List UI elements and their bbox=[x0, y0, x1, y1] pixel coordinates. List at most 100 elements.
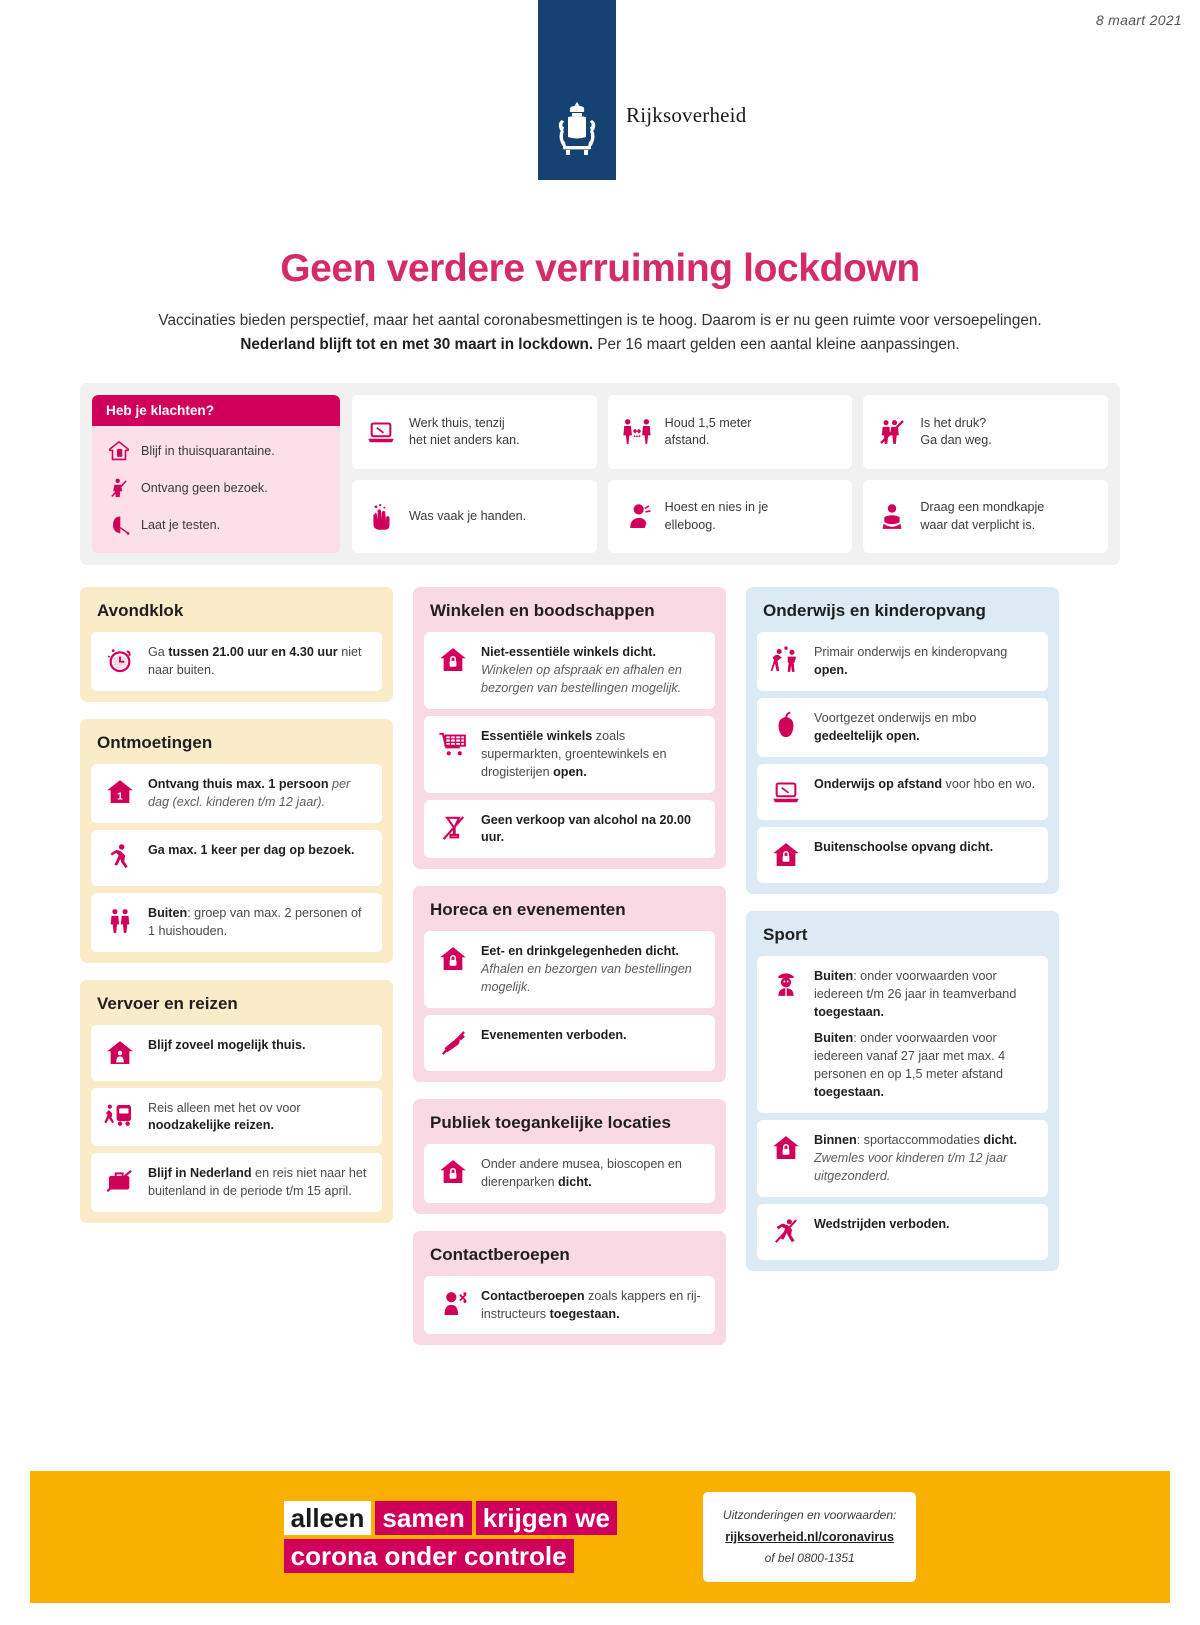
section-title-vervoer: Vervoer en reizen bbox=[97, 993, 238, 1013]
measure-item: Buitenschoolse opvang dicht. bbox=[757, 826, 1048, 883]
basic-rule-text: Houd 1,5 meter afstand. bbox=[664, 415, 752, 448]
house-quarantine-icon bbox=[106, 438, 132, 464]
section-title-sport: Sport bbox=[763, 924, 808, 944]
section-title-horeca: Horeca en evenementen bbox=[430, 900, 626, 920]
section-horeca: Horeca en evenementen Eet- en drinkgeleg… bbox=[413, 886, 726, 1082]
laptop-icon bbox=[769, 775, 803, 809]
measure-item: Ga tussen 21.00 uur en 4.30 uur niet naa… bbox=[91, 632, 382, 692]
shopping-cart-icon bbox=[436, 727, 470, 761]
subtitle-line-2-rest: Per 16 maart gelden een aantal kleine aa… bbox=[593, 336, 960, 354]
basic-rule-card: Draag een mondkapje waar dat verplicht is… bbox=[863, 479, 1108, 554]
measure-item: Voortgezet onderwijs en mbo gedeeltelijk… bbox=[757, 698, 1048, 757]
section-title-winkelen: Winkelen en boodschappen bbox=[430, 601, 655, 621]
locked-house-icon bbox=[436, 942, 470, 976]
basic-rule-card: Houd 1,5 meter afstand. bbox=[607, 395, 853, 469]
slogan-word: corona onder controle bbox=[283, 1539, 574, 1574]
measure-item-text: Voortgezet onderwijs en mbo gedeeltelijk… bbox=[814, 711, 977, 743]
basic-rule-card: Was vaak je handen. bbox=[352, 479, 597, 554]
measure-item-text: Buiten: groep van max. 2 personen of 1 h… bbox=[148, 905, 362, 938]
distance-15m-icon bbox=[620, 415, 654, 449]
slogan-row-2: corona onder controle bbox=[283, 1539, 574, 1574]
two-people-icon bbox=[103, 904, 137, 938]
measure-item: Wedstrijden verboden. bbox=[757, 1203, 1048, 1260]
measure-item: Reis alleen met het ov voor noodzakelijk… bbox=[91, 1087, 382, 1147]
symptoms-item: Ontvang geen bezoek. bbox=[102, 469, 330, 506]
basic-rule-text: Draag een mondkapje waar dat verplicht is… bbox=[920, 500, 1045, 532]
basic-rule-text: Hoest en nies in je elleboog. bbox=[664, 500, 769, 532]
items-horeca: Eet- en drinkgelegenheden dicht. Afhalen… bbox=[424, 931, 715, 1071]
column-right: Onderwijs en kinderopvang Primair onderw… bbox=[746, 587, 1059, 1271]
laptop-icon bbox=[364, 415, 398, 449]
measure-item: Onderwijs op afstand voor hbo en wo. bbox=[757, 763, 1048, 820]
walking-person-icon bbox=[103, 841, 137, 875]
section-vervoer: Vervoer en reizen Blijf zoveel mogelijk … bbox=[80, 979, 393, 1224]
dutch-coat-of-arms-icon bbox=[558, 102, 596, 155]
house-one-person-icon: 1 bbox=[103, 775, 137, 809]
exceptions-infobox: Uitzonderingen en voorwaarden: rijksover… bbox=[702, 1491, 917, 1583]
measure-item: Blijf in Nederland en reis niet naar het… bbox=[91, 1153, 382, 1213]
hairdresser-icon bbox=[436, 1287, 470, 1321]
section-sport: Sport Buiten: onder voorwaarden voor ied… bbox=[746, 910, 1059, 1271]
symptoms-item-label: Blijf in thuisquarantaine. bbox=[141, 443, 275, 458]
covid-test-swab-icon bbox=[106, 512, 132, 538]
campaign-footer: alleen samen krijgen we corona onder contr… bbox=[30, 1471, 1170, 1603]
measure-item: Onder andere musea, bioscopen en dierenp… bbox=[424, 1143, 715, 1203]
items-onderwijs: Primair onderwijs en kinderopvang open. V… bbox=[757, 632, 1048, 883]
basic-rule-text: Was vaak je handen. bbox=[409, 508, 527, 523]
basic-rule-card: Hoest en nies in je elleboog. bbox=[607, 479, 853, 554]
measure-item: Evenementen verboden. bbox=[424, 1014, 715, 1071]
rijksoverheid-logo-band bbox=[538, 0, 616, 180]
measure-item: Geen verkoop van alcohol na 20.00 uur. bbox=[424, 799, 715, 859]
face-mask-icon bbox=[875, 500, 909, 534]
measures-columns: Avondklok Ga tussen 21.00 uur en 4.30 uu… bbox=[80, 587, 1120, 1346]
page-header: 8 maart 2021 Rijksoverheid bbox=[0, 0, 1200, 185]
section-title-onderwijs: Onderwijs en kinderopvang bbox=[763, 601, 986, 621]
measure-item-text: Wedstrijden verboden. bbox=[814, 1216, 950, 1231]
public-transport-icon bbox=[103, 1099, 137, 1133]
symptoms-item-label: Ontvang geen bezoek. bbox=[141, 480, 268, 495]
measure-item-text: Buitenschoolse opvang dicht. bbox=[814, 839, 994, 854]
basic-rule-card: Werk thuis, tenzij het niet anders kan. bbox=[352, 395, 597, 469]
locked-house-icon bbox=[769, 838, 803, 872]
measure-item-text: Binnen: sportaccommodaties dicht. Zwemle… bbox=[814, 1132, 1017, 1183]
page-title: Geen verdere verruiming lockdown bbox=[280, 247, 920, 290]
basic-rule-card: Is het druk? Ga dan weg. bbox=[863, 395, 1108, 469]
page-subtitle: Vaccinaties bieden perspectief, maar het… bbox=[85, 309, 1115, 357]
infobox-label: Uitzonderingen en voorwaarden: bbox=[722, 1507, 897, 1522]
rijksoverheid-wordmark: Rijksoverheid bbox=[626, 103, 747, 127]
house-person-icon bbox=[103, 1036, 137, 1070]
items-sport: Buiten: onder voorwaarden voor iedereen … bbox=[757, 955, 1048, 1260]
subtitle-lockdown-bold: Nederland blijft tot en met 30 maart in … bbox=[240, 336, 594, 354]
measure-item-text: Niet-essentiële winkels dicht. Winkelen … bbox=[481, 645, 682, 696]
basic-rule-text: Werk thuis, tenzij het niet anders kan. bbox=[409, 415, 520, 448]
subtitle-line-1: Vaccinaties bieden perspectief, maar het… bbox=[158, 312, 1042, 329]
basic-rules-panel: Heb je klachten? Blijf in thuisquarantai… bbox=[80, 383, 1120, 566]
slogan-word: alleen bbox=[283, 1500, 372, 1535]
section-title-publiek: Publiek toegankelijke locaties bbox=[430, 1112, 671, 1132]
children-playing-icon bbox=[769, 643, 803, 677]
symptoms-item: Blijf in thuisquarantaine. bbox=[102, 432, 330, 469]
measure-item-text: Geen verkoop van alcohol na 20.00 uur. bbox=[481, 812, 691, 845]
infobox-phone: of bel 0800-1351 bbox=[764, 1551, 855, 1566]
section-ontmoetingen: Ontmoetingen 1 Ontvang thuis max. 1 perso… bbox=[80, 719, 393, 963]
coronavirus-website-link[interactable]: rijksoverheid.nl/coronavirus bbox=[725, 1529, 894, 1544]
symptoms-panel: Heb je klachten? Blijf in thuisquarantai… bbox=[92, 395, 340, 554]
column-middle: Winkelen en boodschappen Niet-essentiële… bbox=[413, 587, 726, 1346]
measure-item: Contactberoepen zoals kappers en rij-ins… bbox=[424, 1275, 715, 1335]
measure-item: Binnen: sportaccommodaties dicht. Zwemle… bbox=[757, 1119, 1048, 1197]
basic-rules-grid: Werk thuis, tenzij het niet anders kan. Ho… bbox=[352, 395, 1108, 554]
campaign-slogan: alleen samen krijgen we corona onder contr… bbox=[283, 1500, 617, 1574]
items-winkelen: Niet-essentiële winkels dicht. Winkelen … bbox=[424, 632, 715, 859]
section-publiek: Publiek toegankelijke locaties Onder and… bbox=[413, 1098, 726, 1214]
items-contactberoepen: Contactberoepen zoals kappers en rij-ins… bbox=[424, 1275, 715, 1335]
locked-house-icon bbox=[436, 1155, 470, 1189]
column-left: Avondklok Ga tussen 21.00 uur en 4.30 uu… bbox=[80, 587, 393, 1224]
section-title-contactberoepen: Contactberoepen bbox=[430, 1244, 570, 1264]
measure-item-text: Reis alleen met het ov voor noodzakelijk… bbox=[148, 1100, 301, 1133]
no-crowd-icon bbox=[875, 415, 909, 449]
measure-item-text: Ga tussen 21.00 uur en 4.30 uur niet naa… bbox=[148, 645, 362, 678]
publication-date: 8 maart 2021 bbox=[1095, 12, 1182, 28]
measure-item: Niet-essentiële winkels dicht. Winkelen … bbox=[424, 632, 715, 709]
measure-item: Eet- en drinkgelegenheden dicht. Afhalen… bbox=[424, 931, 715, 1008]
items-ontmoetingen: 1 Ontvang thuis max. 1 persoon per dag (e… bbox=[91, 764, 382, 952]
